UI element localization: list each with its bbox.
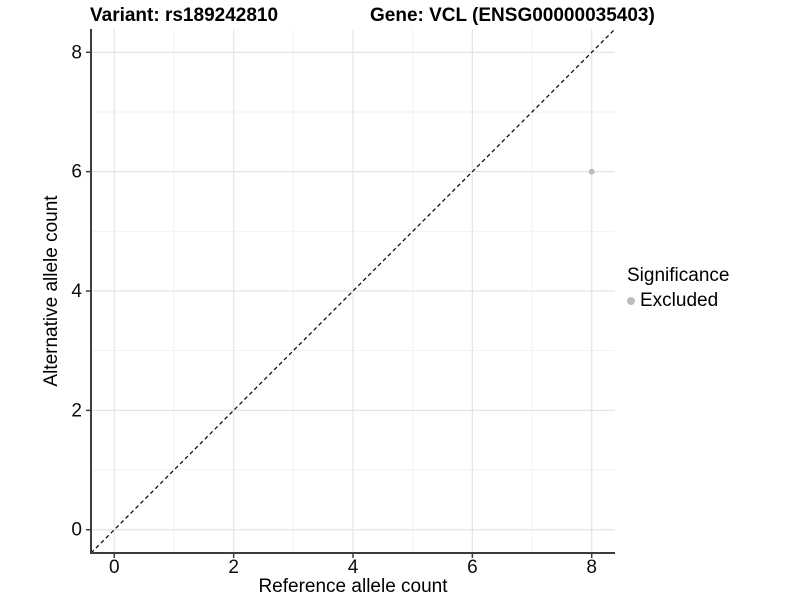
x-tick-label: 4: [348, 557, 359, 578]
y-tick-label: 6: [71, 162, 82, 183]
legend-title: Significance: [627, 265, 730, 286]
x-tick-label: 6: [467, 557, 478, 578]
variant-title: Variant: rs189242810: [90, 5, 279, 26]
identity-line: [90, 28, 616, 554]
y-tick-label: 0: [71, 520, 82, 541]
y-tick-label: 8: [71, 42, 82, 63]
legend-entry: Excluded: [627, 290, 729, 312]
y-tick-label: 4: [71, 281, 82, 302]
legend-entry-label: Excluded: [640, 290, 719, 311]
x-tick-label: 0: [109, 557, 120, 578]
y-axis-title: Alternative allele count: [41, 195, 62, 387]
x-axis-title: Reference allele count: [258, 576, 448, 597]
gene-title: Gene: VCL (ENSG00000035403): [370, 5, 655, 26]
x-tick-label: 2: [228, 557, 239, 578]
legend: Significance Excluded: [627, 265, 729, 312]
data-point: [588, 168, 595, 175]
x-tick-label: 8: [586, 557, 597, 578]
y-tick-label: 2: [71, 400, 82, 421]
legend-point-icon: [627, 297, 635, 305]
